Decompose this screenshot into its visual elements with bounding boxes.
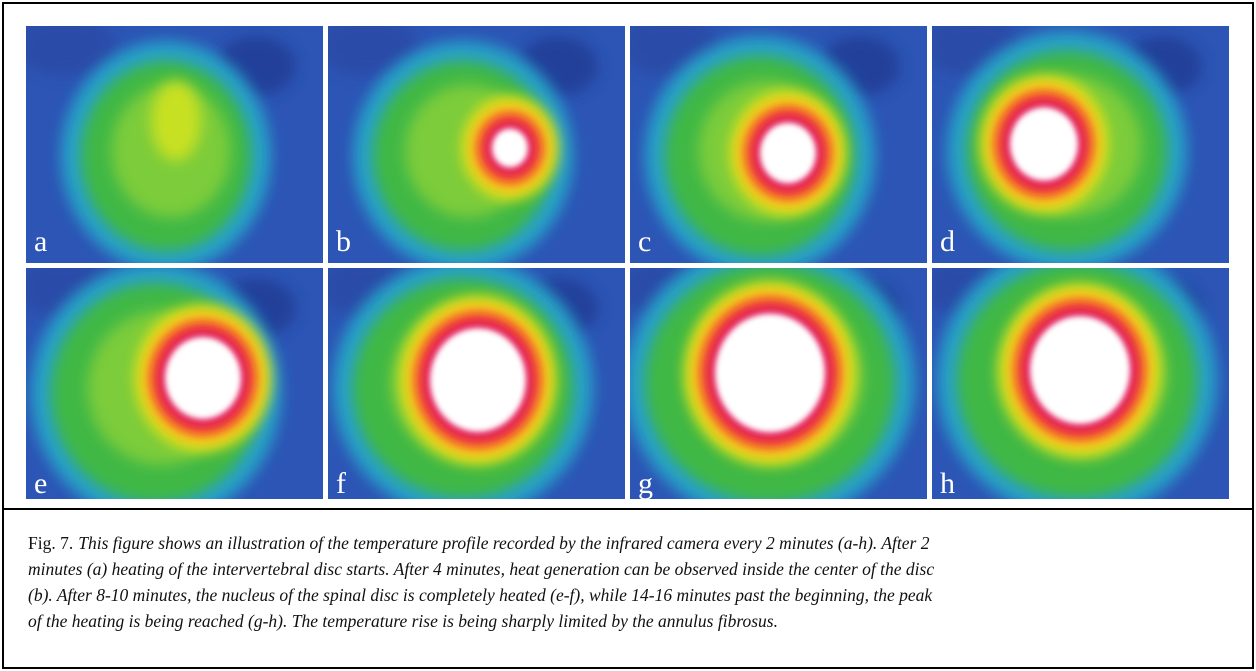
caption-line: of the heating is being reached (g-h). T… xyxy=(28,608,934,634)
caption-text: This figure shows an illustration of the… xyxy=(78,533,929,553)
panel-label: d xyxy=(940,225,955,258)
panel-label: h xyxy=(940,467,955,499)
caption: Fig. 7.This figure shows an illustration… xyxy=(28,530,934,634)
hot-zone xyxy=(492,129,528,168)
hot-zone xyxy=(430,328,526,432)
hot-zone xyxy=(1030,316,1130,424)
thermal-panel xyxy=(26,26,323,271)
caption-text: minutes (a) heating of the intervertebra… xyxy=(28,559,934,579)
hot-zone xyxy=(1010,107,1078,180)
thermal-panel xyxy=(922,26,1229,271)
hot-zone xyxy=(760,123,816,183)
separator xyxy=(4,508,1252,510)
caption-text: of the heating is being reached (g-h). T… xyxy=(28,611,778,631)
thermal-panel xyxy=(620,243,927,499)
caption-text: (b). After 8-10 minutes, the nucleus of … xyxy=(28,585,932,605)
panel-label: g xyxy=(638,467,653,499)
thermal-panel xyxy=(922,242,1229,499)
thermal-images: a b c d e f g h xyxy=(26,26,1232,499)
thermal-panel xyxy=(26,258,323,499)
hot-zone xyxy=(165,337,241,419)
panel-label: a xyxy=(34,225,47,258)
panel-label: c xyxy=(638,225,651,258)
thermal-panel xyxy=(318,26,625,271)
caption-line: minutes (a) heating of the intervertebra… xyxy=(28,556,934,582)
caption-line: Fig. 7.This figure shows an illustration… xyxy=(28,530,934,556)
panel-label: f xyxy=(336,467,346,499)
hot-zone xyxy=(715,314,825,433)
panel-label: e xyxy=(34,467,47,499)
thermal-panel xyxy=(318,258,625,499)
warm-core xyxy=(151,81,201,161)
panel-label: b xyxy=(336,225,351,258)
caption-line: (b). After 8-10 minutes, the nucleus of … xyxy=(28,582,934,608)
caption-label: Fig. 7. xyxy=(28,533,73,553)
thermal-panel xyxy=(620,26,927,276)
